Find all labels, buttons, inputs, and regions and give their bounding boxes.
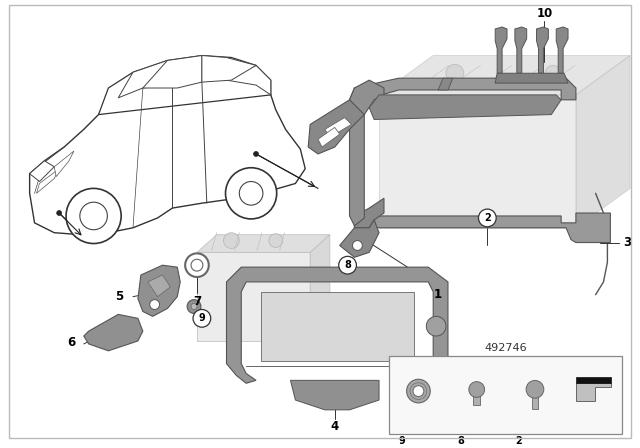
Polygon shape — [227, 65, 271, 95]
Circle shape — [545, 65, 561, 81]
Polygon shape — [438, 78, 453, 90]
Circle shape — [80, 202, 108, 230]
Circle shape — [426, 316, 446, 336]
Polygon shape — [308, 100, 364, 154]
Polygon shape — [261, 292, 413, 361]
Circle shape — [406, 379, 430, 403]
Text: 8: 8 — [344, 260, 351, 270]
Polygon shape — [197, 235, 330, 252]
Polygon shape — [575, 377, 611, 383]
Polygon shape — [29, 161, 54, 181]
Polygon shape — [118, 60, 172, 98]
Text: 1: 1 — [434, 288, 442, 301]
Text: 5: 5 — [115, 290, 124, 303]
Circle shape — [185, 254, 209, 277]
Text: 10: 10 — [536, 7, 552, 20]
Circle shape — [446, 65, 464, 82]
Text: 2: 2 — [515, 436, 522, 446]
Circle shape — [66, 189, 121, 244]
FancyBboxPatch shape — [389, 356, 622, 434]
Circle shape — [253, 151, 259, 156]
Polygon shape — [143, 56, 202, 88]
Polygon shape — [495, 73, 568, 83]
Polygon shape — [349, 78, 576, 100]
Polygon shape — [54, 151, 74, 177]
Polygon shape — [138, 265, 180, 316]
Polygon shape — [227, 267, 448, 395]
Circle shape — [57, 211, 61, 215]
Circle shape — [479, 209, 496, 227]
Circle shape — [239, 181, 263, 205]
Circle shape — [526, 380, 544, 398]
Circle shape — [353, 241, 362, 250]
Polygon shape — [355, 213, 611, 242]
Circle shape — [187, 300, 201, 314]
Circle shape — [269, 234, 283, 247]
Text: 9: 9 — [198, 313, 205, 323]
Polygon shape — [575, 383, 611, 401]
Polygon shape — [379, 56, 630, 95]
Polygon shape — [369, 95, 561, 120]
Polygon shape — [291, 380, 379, 410]
Circle shape — [225, 168, 276, 219]
Text: 9: 9 — [399, 436, 406, 446]
Polygon shape — [99, 56, 271, 115]
Polygon shape — [340, 220, 379, 257]
Circle shape — [223, 233, 239, 249]
Text: 2: 2 — [484, 213, 491, 223]
Text: 3: 3 — [623, 236, 631, 249]
Polygon shape — [355, 198, 384, 228]
Circle shape — [413, 386, 424, 396]
FancyBboxPatch shape — [473, 391, 480, 405]
Text: 8: 8 — [457, 436, 464, 446]
Circle shape — [469, 382, 484, 397]
Polygon shape — [29, 78, 305, 236]
Polygon shape — [515, 27, 527, 73]
Polygon shape — [576, 56, 630, 228]
Circle shape — [191, 304, 197, 310]
Polygon shape — [202, 56, 256, 82]
FancyBboxPatch shape — [532, 391, 538, 409]
Text: 6: 6 — [67, 336, 75, 349]
Text: 492746: 492746 — [484, 344, 527, 353]
Polygon shape — [36, 169, 59, 194]
Text: 7: 7 — [193, 295, 201, 308]
Polygon shape — [379, 95, 576, 228]
Polygon shape — [349, 80, 384, 226]
Polygon shape — [148, 275, 170, 297]
Polygon shape — [495, 27, 507, 73]
Circle shape — [150, 300, 159, 310]
Polygon shape — [325, 117, 351, 137]
Polygon shape — [197, 252, 310, 341]
Circle shape — [191, 259, 203, 271]
Polygon shape — [84, 314, 143, 351]
Polygon shape — [318, 127, 340, 147]
Polygon shape — [556, 27, 568, 73]
Circle shape — [193, 310, 211, 327]
Polygon shape — [310, 235, 330, 341]
Text: 4: 4 — [331, 420, 339, 433]
Polygon shape — [536, 27, 548, 73]
Circle shape — [339, 256, 356, 274]
